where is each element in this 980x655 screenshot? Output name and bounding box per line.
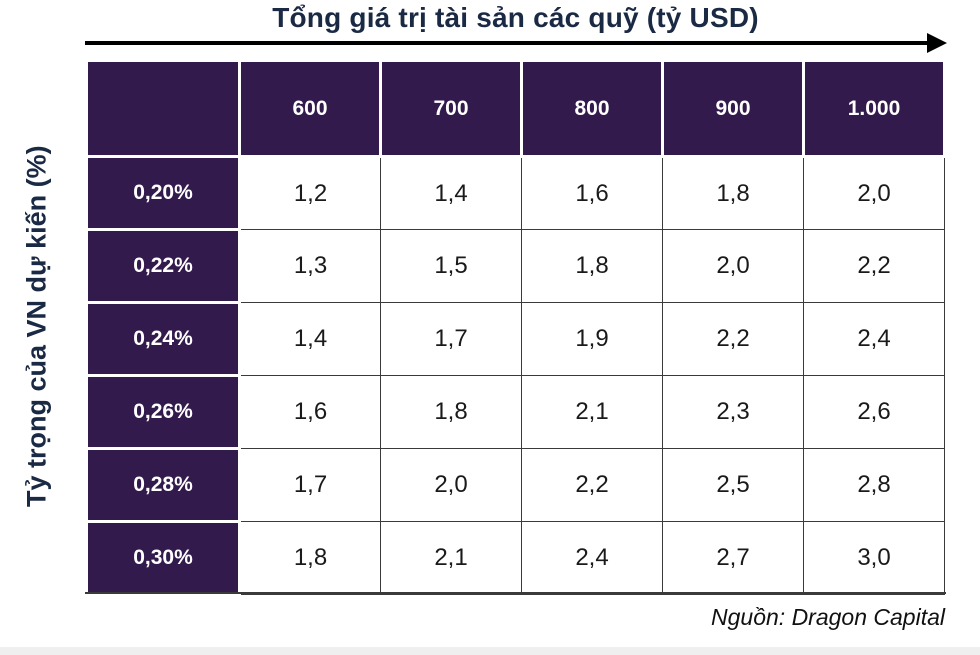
header-row: 600 700 800 900 1.000 <box>85 59 946 158</box>
data-cell: 2,3 <box>662 375 804 449</box>
data-cell: 1,6 <box>239 375 381 449</box>
row-header: 0,26% <box>85 374 241 450</box>
row-header: 0,22% <box>85 228 241 304</box>
sensitivity-table: 600 700 800 900 1.000 0,20% 1,2 1,4 1,6 … <box>85 59 946 596</box>
data-cell: 1,4 <box>380 156 522 230</box>
data-cell: 1,8 <box>662 156 804 230</box>
bottom-bar <box>0 647 980 655</box>
chart-title: Tổng giá trị tài sản các quỹ (tỷ USD) <box>272 2 759 33</box>
column-header: 800 <box>520 59 664 158</box>
table-row: 0,28% 1,7 2,0 2,2 2,5 2,8 <box>85 447 945 523</box>
column-header: 600 <box>238 59 382 158</box>
data-cell: 2,2 <box>662 302 804 376</box>
data-cell: 2,0 <box>803 156 945 230</box>
data-cell: 1,8 <box>380 375 522 449</box>
data-cell: 1,8 <box>521 229 663 303</box>
table-row: 0,22% 1,3 1,5 1,8 2,0 2,2 <box>85 228 945 304</box>
data-cell: 3,0 <box>803 521 945 595</box>
data-cell: 2,7 <box>662 521 804 595</box>
table-row: 0,26% 1,6 1,8 2,1 2,3 2,6 <box>85 374 945 450</box>
data-cell: 1,7 <box>380 302 522 376</box>
data-cell: 2,8 <box>803 448 945 522</box>
row-header: 0,20% <box>85 155 241 231</box>
data-cell: 1,3 <box>239 229 381 303</box>
data-cell: 1,9 <box>521 302 663 376</box>
column-header: 900 <box>661 59 805 158</box>
y-axis-label: Tỷ trọng của VN dự kiến (%) <box>21 145 52 508</box>
table-bottom-border <box>85 592 946 594</box>
data-cell: 2,4 <box>803 302 945 376</box>
data-cell: 1,5 <box>380 229 522 303</box>
row-header: 0,30% <box>85 520 241 596</box>
data-cell: 1,8 <box>239 521 381 595</box>
data-cell: 2,1 <box>380 521 522 595</box>
data-cell: 1,4 <box>239 302 381 376</box>
column-header: 1.000 <box>802 59 946 158</box>
right-arrow-icon <box>927 33 947 53</box>
corner-cell <box>85 59 241 158</box>
data-cell: 2,5 <box>662 448 804 522</box>
source-note: Nguồn: Dragon Capital <box>711 604 945 630</box>
x-axis-arrow-line <box>85 41 929 45</box>
data-cell: 1,6 <box>521 156 663 230</box>
data-cell: 2,0 <box>380 448 522 522</box>
table-row: 0,20% 1,2 1,4 1,6 1,8 2,0 <box>85 155 945 231</box>
data-cell: 1,2 <box>239 156 381 230</box>
row-header: 0,28% <box>85 447 241 523</box>
column-header: 700 <box>379 59 523 158</box>
data-cell: 2,0 <box>662 229 804 303</box>
data-cell: 2,1 <box>521 375 663 449</box>
data-cell: 2,6 <box>803 375 945 449</box>
data-cell: 2,4 <box>521 521 663 595</box>
data-cell: 2,2 <box>521 448 663 522</box>
data-cell: 1,7 <box>239 448 381 522</box>
table-row: 0,30% 1,8 2,1 2,4 2,7 3,0 <box>85 520 945 596</box>
table-row: 0,24% 1,4 1,7 1,9 2,2 2,4 <box>85 301 945 377</box>
row-header: 0,24% <box>85 301 241 377</box>
data-cell: 2,2 <box>803 229 945 303</box>
